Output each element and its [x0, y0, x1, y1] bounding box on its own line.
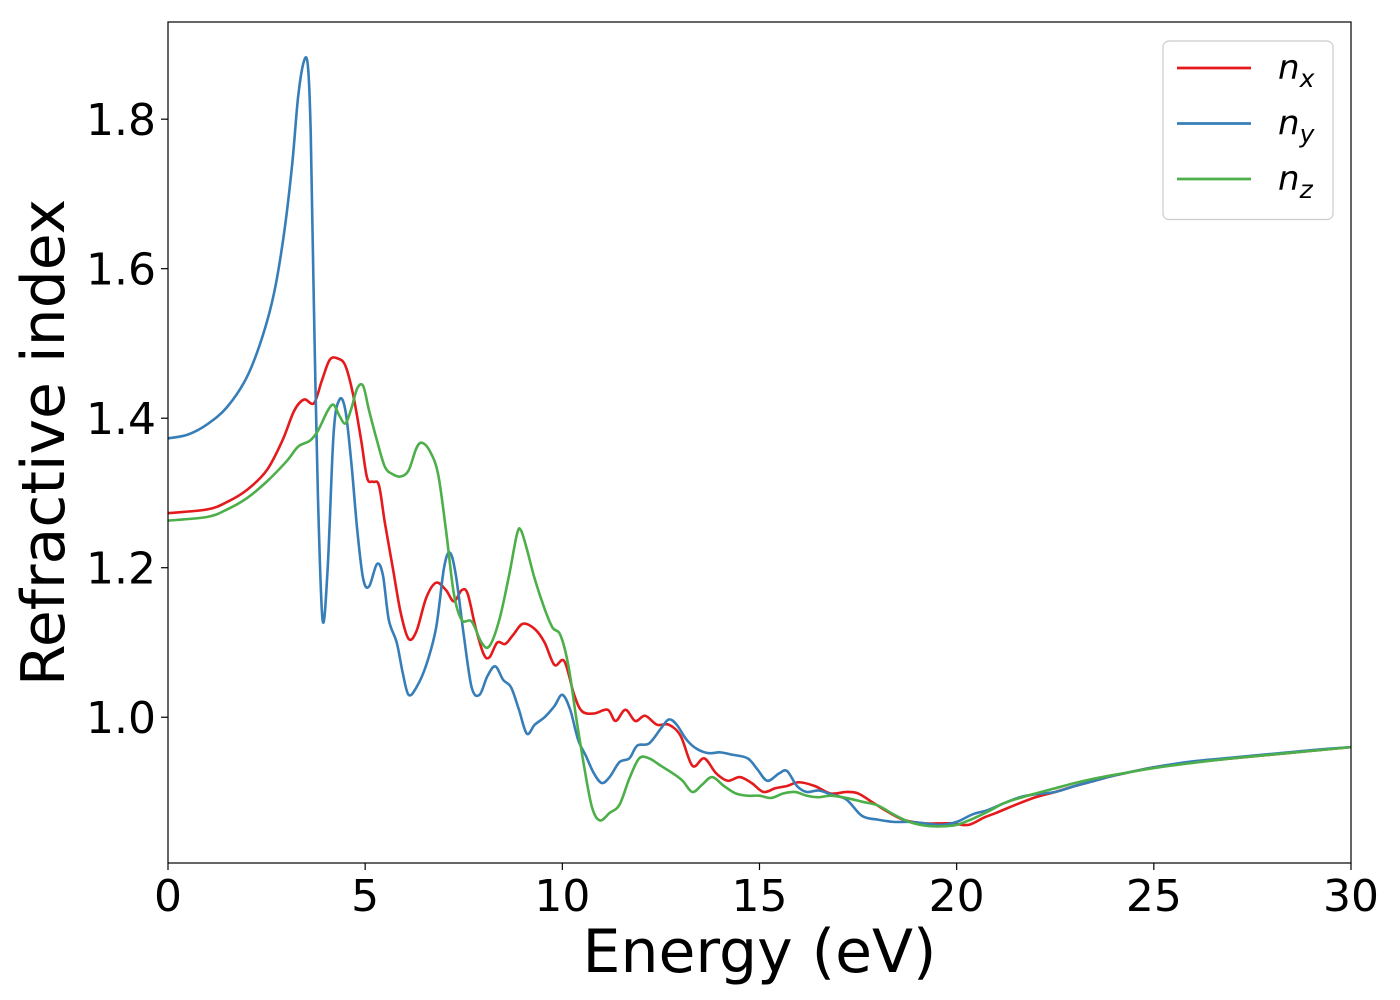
legend-label-ny: ny [1278, 104, 1316, 149]
legend-symbol: n [1278, 159, 1300, 199]
x-tick-label: 0 [154, 871, 182, 922]
series-line-ny [168, 56, 1351, 827]
x-tick-label: 5 [351, 871, 379, 922]
x-tick-label: 25 [1126, 871, 1182, 922]
legend-symbol: n [1278, 48, 1300, 88]
legend-subscript: z [1299, 175, 1314, 204]
legend-label-nz: nz [1278, 159, 1314, 204]
y-axis-label: Refractive index [9, 199, 79, 686]
y-tick-label: 1.6 [86, 245, 156, 296]
x-tick-label: 10 [534, 871, 590, 922]
y-tick-label: 1.2 [86, 544, 156, 595]
legend-box [1162, 40, 1334, 221]
legend-subscript: x [1299, 64, 1315, 93]
y-tick-label: 1.4 [86, 394, 156, 445]
x-tick-label: 20 [929, 871, 985, 922]
series-line-nz [168, 382, 1351, 828]
x-axis: 0 5 10 15 20 25 30 [154, 863, 1379, 922]
y-axis: 1.0 1.2 1.4 1.6 1.8 [86, 95, 168, 744]
x-tick-label: 15 [732, 871, 788, 922]
legend-subscript: y [1299, 120, 1316, 149]
series-layer [168, 56, 1351, 828]
y-tick-label: 1.0 [86, 693, 156, 744]
x-axis-label: Energy (eV) [583, 917, 937, 987]
series-line-nx [168, 356, 1351, 827]
legend-symbol: n [1278, 104, 1300, 144]
legend-label-nx: nx [1278, 48, 1315, 93]
x-tick-label: 30 [1323, 871, 1379, 922]
y-tick-label: 1.8 [86, 95, 156, 146]
